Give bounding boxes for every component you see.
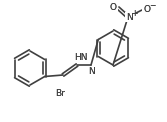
Text: −: −: [149, 1, 155, 10]
Text: N: N: [127, 12, 133, 21]
Text: O: O: [109, 4, 117, 12]
Text: N: N: [89, 67, 95, 76]
Text: +: +: [131, 9, 137, 17]
Text: O: O: [110, 4, 117, 12]
Text: N: N: [89, 67, 95, 76]
Text: HN: HN: [74, 54, 88, 62]
Text: HN: HN: [74, 54, 88, 62]
Text: Br: Br: [55, 88, 65, 97]
Text: N: N: [88, 67, 96, 76]
Text: O: O: [143, 5, 150, 15]
Text: O: O: [143, 5, 150, 15]
Text: O: O: [143, 5, 151, 15]
Text: N: N: [126, 12, 134, 21]
Text: N: N: [127, 12, 133, 21]
Text: HN: HN: [73, 54, 89, 62]
Text: O: O: [110, 4, 117, 12]
Text: Br: Br: [55, 88, 65, 97]
Text: +: +: [131, 9, 137, 17]
Text: Br: Br: [54, 88, 66, 97]
Text: −: −: [149, 1, 155, 10]
